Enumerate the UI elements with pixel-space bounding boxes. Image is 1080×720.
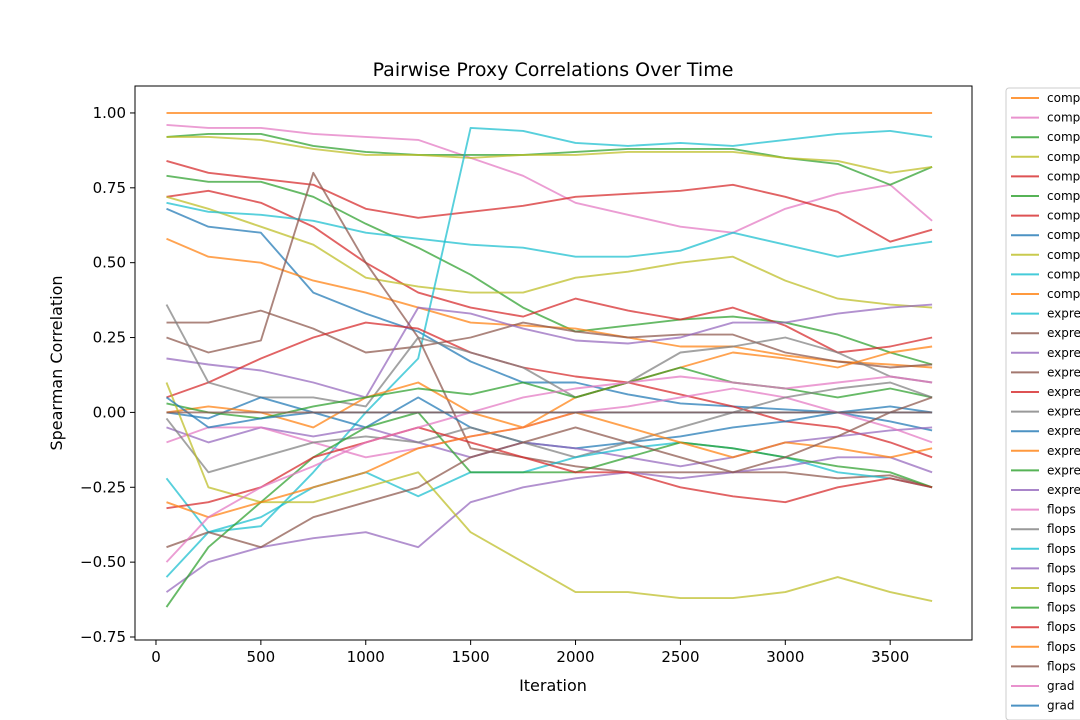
legend-label: grad	[1047, 699, 1075, 713]
y-tick-label: 0.50	[93, 254, 126, 272]
plot-frame	[134, 85, 973, 641]
legend-label: comp	[1047, 91, 1080, 105]
series-line-16	[165, 304, 933, 408]
y-tick-label: −0.25	[80, 478, 126, 496]
y-tick-label: 0.00	[93, 403, 126, 421]
x-tick-label: 500	[247, 648, 276, 666]
y-axis-label: Spearman Correlation	[47, 275, 66, 450]
y-tick-label: 0.25	[93, 329, 126, 347]
legend-label: expre	[1047, 444, 1080, 458]
series-line-5	[166, 174, 933, 366]
legend-label: expre	[1047, 326, 1080, 340]
legend-label: flops	[1047, 542, 1076, 556]
series-line-3	[166, 135, 933, 174]
x-axis-label: Iteration	[519, 676, 587, 695]
series-line-29	[166, 396, 933, 549]
legend: comp comp comp comp comp comp comp comp comp comp…	[1005, 87, 1080, 720]
legend-label: comp	[1047, 228, 1080, 242]
series-line-28	[166, 411, 933, 519]
legend-label: flops	[1047, 620, 1076, 634]
legend-label: expre	[1047, 424, 1080, 438]
legend-label: comp	[1047, 189, 1080, 203]
series-line-12	[166, 309, 933, 369]
y-tick-label: 1.00	[93, 104, 126, 122]
x-tick-label: 3000	[766, 648, 804, 666]
legend-label: expre	[1047, 365, 1080, 379]
legend-label: flops	[1047, 659, 1076, 673]
x-tick-label: 2500	[661, 648, 699, 666]
series-line-22	[165, 381, 933, 474]
legend-label: flops	[1047, 581, 1076, 595]
legend-label: grad	[1047, 679, 1075, 693]
x-axis: 0 500 1000 1500 2000 2500 3000 3500	[151, 640, 909, 666]
legend-label: expre	[1047, 405, 1080, 419]
legend-label: flops	[1047, 601, 1076, 615]
series-line-9	[166, 201, 933, 258]
legend-label: flops	[1047, 640, 1076, 654]
legend-label: flops	[1047, 503, 1076, 517]
x-tick-label: 3500	[871, 648, 909, 666]
legend-label: expre	[1047, 346, 1080, 360]
y-axis: 1.00 0.75 0.50 0.25 0.00 −0.25 −0.50 −0.75	[80, 104, 135, 646]
legend-label: flops	[1047, 522, 1076, 536]
legend-label: expre	[1047, 483, 1080, 497]
series-line-2	[166, 132, 933, 186]
series-line-6	[166, 189, 933, 354]
y-tick-label: −0.50	[80, 553, 126, 571]
series-line-26	[165, 411, 933, 608]
legend-frame	[1005, 87, 1080, 720]
series-layer	[165, 112, 933, 608]
series-line-1	[166, 123, 933, 234]
series-line-11	[165, 126, 933, 534]
y-tick-label: 0.75	[93, 179, 126, 197]
series-line-15	[166, 321, 933, 459]
series-line-14	[166, 171, 933, 489]
legend-label: expre	[1047, 385, 1080, 399]
legend-label: comp	[1047, 111, 1080, 125]
legend-label: expre	[1047, 463, 1080, 477]
series-line-30	[165, 375, 933, 563]
legend-label: comp	[1047, 248, 1080, 262]
x-tick-label: 1000	[347, 648, 385, 666]
legend-label: expre	[1047, 307, 1080, 321]
legend-label: comp	[1047, 150, 1080, 164]
x-tick-label: 0	[151, 648, 161, 666]
legend-label: comp	[1047, 287, 1080, 301]
legend-label: comp	[1047, 209, 1080, 223]
series-line-27	[166, 426, 933, 510]
x-tick-label: 1500	[452, 648, 490, 666]
y-tick-label: −0.75	[80, 628, 126, 646]
series-line-25	[165, 382, 933, 603]
series-line-13	[166, 303, 933, 399]
series-line-20	[166, 426, 933, 468]
chart-title: Pairwise Proxy Correlations Over Time	[373, 59, 734, 81]
series-line-8	[166, 195, 933, 309]
legend-label: comp	[1047, 267, 1080, 281]
plot-area	[135, 86, 972, 640]
x-tick-label: 2000	[556, 648, 594, 666]
series-line-4	[166, 159, 933, 243]
legend-label: flops	[1047, 561, 1076, 575]
legend-label: comp	[1047, 169, 1080, 183]
legend-label: comp	[1047, 130, 1080, 144]
